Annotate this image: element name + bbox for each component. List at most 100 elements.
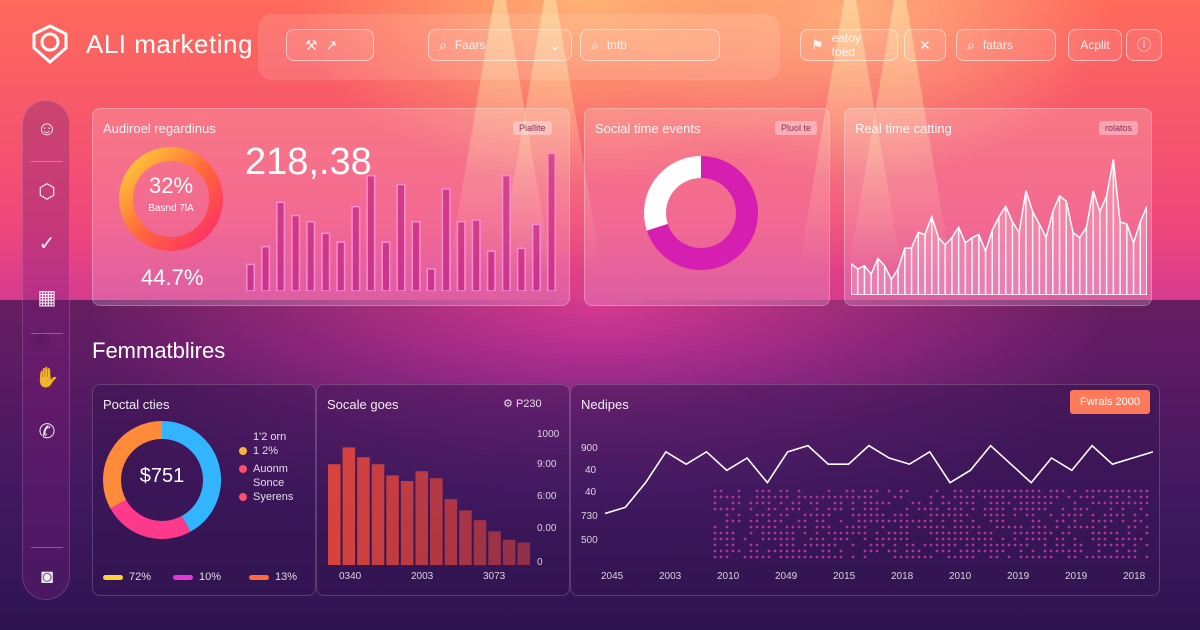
- close-button[interactable]: ✕: [904, 29, 946, 61]
- data-dot: [984, 508, 987, 511]
- data-dot: [798, 508, 801, 511]
- data-dot: [750, 532, 753, 535]
- phone-icon[interactable]: ✆: [33, 417, 61, 445]
- data-dot: [900, 538, 903, 541]
- card-title: Nedipes: [581, 397, 629, 412]
- data-dot: [792, 508, 795, 511]
- data-dot: [990, 496, 993, 499]
- x-tick: 0340: [339, 571, 361, 582]
- data-dot: [990, 556, 993, 559]
- x-tick: 2010: [717, 571, 739, 582]
- audience-card: Audiroel regardinus Piallite 32% Basnd 7…: [92, 108, 570, 306]
- data-dot: [978, 550, 981, 553]
- data-dot: [942, 550, 945, 553]
- data-dot: [876, 544, 879, 547]
- data-dot: [870, 514, 873, 517]
- data-dot: [1122, 520, 1125, 523]
- data-dot: [726, 538, 729, 541]
- data-dot: [888, 520, 891, 523]
- data-dot: [1026, 544, 1029, 547]
- data-dot: [1014, 538, 1017, 541]
- data-dot: [810, 556, 813, 559]
- data-dot: [906, 490, 909, 493]
- apply-button[interactable]: Acplit: [1068, 29, 1122, 61]
- data-dot: [936, 508, 939, 511]
- data-dot: [1128, 526, 1131, 529]
- footer-label: 10%: [199, 571, 221, 583]
- data-dot: [1026, 490, 1029, 493]
- cube-icon[interactable]: ⬡: [33, 177, 61, 205]
- check-icon[interactable]: ✓: [33, 229, 61, 257]
- data-dot: [774, 538, 777, 541]
- search-icon: ⌕: [591, 37, 599, 54]
- smile-icon[interactable]: ☺: [33, 115, 61, 143]
- card-title: Poctal cties: [103, 397, 169, 412]
- data-dot: [876, 514, 879, 517]
- card-title: Real time catting: [855, 121, 952, 136]
- data-dot: [906, 514, 909, 517]
- camera-icon[interactable]: ◙: [33, 563, 61, 591]
- data-dot: [828, 508, 831, 511]
- y-tick: 40: [585, 465, 596, 476]
- info-button[interactable]: ⓘ: [1126, 29, 1162, 61]
- data-dot: [780, 520, 783, 523]
- data-dot: [1050, 502, 1053, 505]
- data-dot: [762, 556, 765, 559]
- donut-percent: 32%: [115, 173, 227, 199]
- bar: [503, 176, 511, 291]
- data-dot: [726, 526, 729, 529]
- data-dot: [1008, 556, 1011, 559]
- data-dot: [954, 538, 957, 541]
- data-dot: [762, 502, 765, 505]
- section-title: Femmatblires: [92, 338, 225, 364]
- year-button[interactable]: Fwrals 2000: [1070, 390, 1150, 414]
- data-dot: [780, 556, 783, 559]
- data-dot: [1104, 532, 1107, 535]
- bar: [415, 471, 428, 565]
- grid-icon[interactable]: ▦: [33, 283, 61, 311]
- data-dot: [732, 544, 735, 547]
- hand-icon[interactable]: ✋: [33, 363, 61, 391]
- data-dot: [1110, 544, 1113, 547]
- x-tick: 2019: [1065, 571, 1087, 582]
- socials-tag[interactable]: ⚙ P230: [503, 397, 542, 410]
- data-dot: [990, 490, 993, 493]
- data-dot: [882, 520, 885, 523]
- footer-key: 72%: [103, 571, 151, 583]
- bar: [337, 242, 345, 291]
- card-title: Audiroel regardinus: [103, 121, 216, 136]
- data-dot: [816, 520, 819, 523]
- data-dot: [768, 496, 771, 499]
- data-dot: [858, 520, 861, 523]
- data-dot: [1002, 496, 1005, 499]
- data-dot: [1128, 490, 1131, 493]
- data-dot: [732, 496, 735, 499]
- search-faars[interactable]: ⌕ Faars ⌄: [428, 29, 572, 61]
- data-dot: [1038, 538, 1041, 541]
- data-dot: [960, 502, 963, 505]
- data-dot: [804, 550, 807, 553]
- data-dot: [972, 508, 975, 511]
- data-dot: [792, 556, 795, 559]
- data-dot: [882, 502, 885, 505]
- realtime-chart: [851, 149, 1147, 295]
- search-tntb[interactable]: ⌕ tntb: [580, 29, 720, 61]
- data-dot: [1050, 550, 1053, 553]
- data-dot: [966, 496, 969, 499]
- data-dot: [1116, 502, 1119, 505]
- footer-label: 13%: [275, 571, 297, 583]
- data-dot: [984, 532, 987, 535]
- bar: [442, 189, 450, 291]
- data-dot: [1014, 544, 1017, 547]
- data-dot: [972, 550, 975, 553]
- data-dot: [900, 532, 903, 535]
- data-dot: [1020, 526, 1023, 529]
- filter-pill[interactable]: ⚑ eatoy foed: [800, 29, 898, 61]
- search-icon: ⌕: [439, 37, 447, 54]
- data-dot: [1062, 514, 1065, 517]
- data-dot: [954, 514, 957, 517]
- data-dot: [966, 544, 969, 547]
- app-switcher[interactable]: ⚒ ↗: [286, 29, 374, 61]
- search-fatars[interactable]: ⌕ fatars: [956, 29, 1056, 61]
- data-dot: [882, 544, 885, 547]
